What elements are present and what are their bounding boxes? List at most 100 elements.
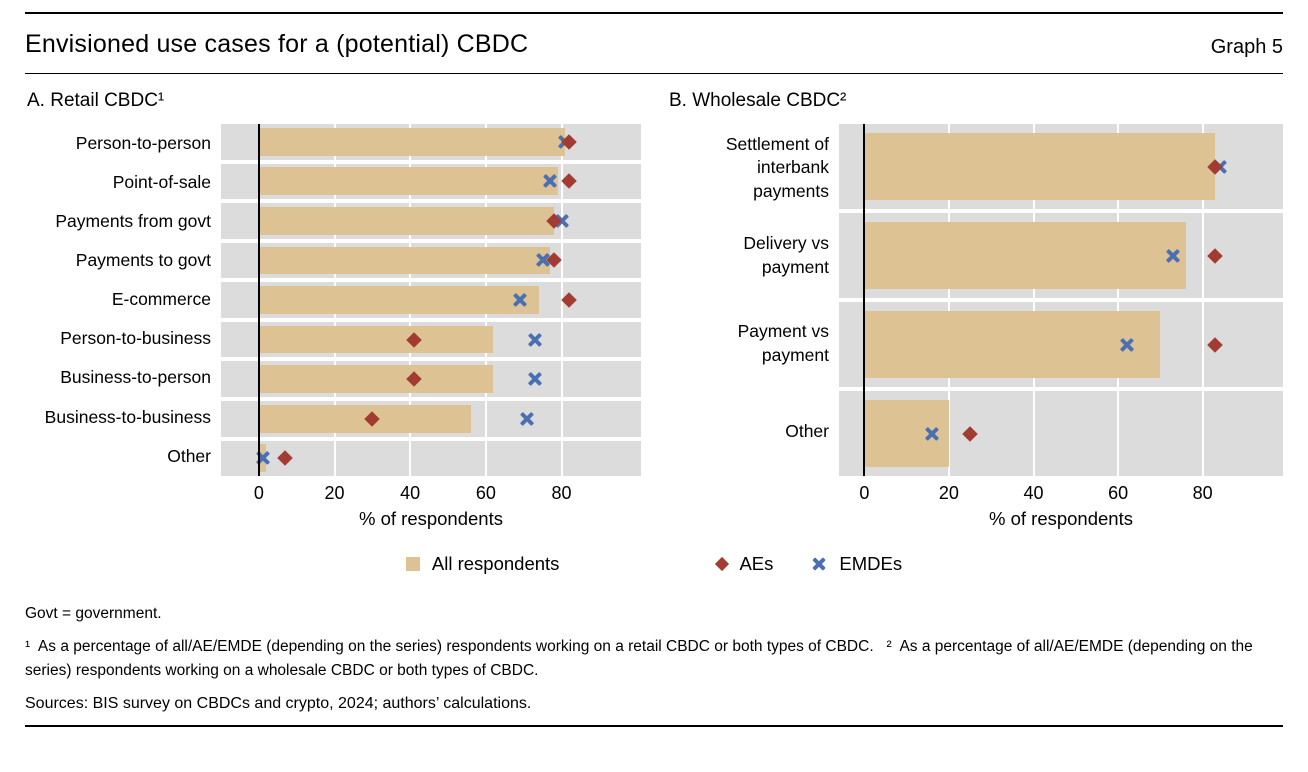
category-label: Settlement of interbank payments (725, 133, 829, 201)
bar-row (839, 213, 1283, 302)
header-rule (25, 72, 1283, 74)
panel-retail-cbdc: A. Retail CBDC¹ Person-to-person Point-of… (25, 90, 641, 530)
bar-row (221, 164, 641, 204)
page-title: Envisioned use cases for a (potential) C… (25, 29, 529, 58)
bar-rows (221, 124, 641, 476)
category-label: Other (785, 421, 829, 442)
bar-row (839, 391, 1283, 476)
bar-all-respondents (258, 207, 554, 235)
bar-row (839, 302, 1283, 391)
category-label: Person-to-person (75, 132, 211, 153)
bar-row (221, 203, 641, 243)
cross-swatch-icon (811, 556, 827, 572)
panel-b-plot (839, 124, 1283, 476)
panel-b-chart: Settlement of interbank payments Delivery… (667, 124, 1283, 476)
marker-emdes (1119, 337, 1135, 353)
category-label: Payments from govt (55, 210, 211, 231)
x-tick-label-0: 0 (253, 483, 264, 503)
marker-aes (1207, 247, 1224, 264)
panel-b-x-axis: 0 20 40 60 80 (667, 476, 1283, 506)
x-tick-label-60: 60 (1108, 483, 1129, 503)
top-rule (25, 12, 1283, 14)
bar-all-respondents (258, 286, 539, 314)
category-label: E-commerce (111, 289, 211, 310)
legend-item-aes: AEs (715, 553, 774, 575)
bar-swatch-icon (405, 557, 420, 571)
panel-a-x-ticks: 0 20 40 60 80 (221, 476, 641, 506)
marker-emdes (512, 292, 528, 308)
x-tick-label-60: 60 (475, 483, 496, 503)
bar-row (221, 361, 641, 401)
x-tick-label-80: 80 (1192, 483, 1213, 503)
axis-spacer (667, 506, 839, 530)
bar-row (221, 441, 641, 477)
marker-aes (277, 450, 294, 467)
category-label: Payments to govt (75, 250, 211, 271)
panel-b-x-ticks: 0 20 40 60 80 (839, 476, 1283, 506)
axis-spacer (25, 476, 221, 506)
bar-all-respondents (258, 167, 558, 196)
bar-all-respondents (864, 133, 1216, 200)
footnotes: Govt = government. ¹ As a percentage of … (25, 602, 1283, 716)
diamond-swatch-icon (715, 556, 730, 572)
x-tick-label-40: 40 (1023, 483, 1044, 503)
panel-b-category-labels: Settlement of interbank payments Delivery… (667, 124, 839, 476)
panel-a-x-title-row: % of respondents (25, 506, 641, 530)
axis-spacer (25, 506, 221, 530)
panel-b-x-title-row: % of respondents (667, 506, 1283, 530)
header: Envisioned use cases for a (potential) C… (25, 14, 1283, 73)
bar-row (221, 243, 641, 283)
x-tick-label-40: 40 (400, 483, 421, 503)
panel-b-x-axis-title: % of respondents (989, 508, 1133, 529)
marker-emdes (527, 332, 543, 348)
legend-label-all-respondents: All respondents (431, 553, 560, 574)
category-label: Payment vs payment (737, 321, 829, 365)
legend-label-aes: AEs (739, 553, 774, 574)
marker-aes (561, 292, 577, 308)
bar-row (221, 282, 641, 322)
category-label: Business-to-person (60, 367, 211, 388)
bar-all-respondents (864, 222, 1186, 289)
bar-row (221, 401, 641, 441)
bar-all-respondents (258, 246, 551, 275)
bottom-rule (25, 724, 1283, 727)
marker-emdes (542, 173, 558, 189)
x-tick-label-0: 0 (859, 483, 870, 503)
graph-number: Graph 5 (1210, 35, 1283, 58)
legend-item-emdes: EMDEs (811, 553, 902, 575)
panels-row: A. Retail CBDC¹ Person-to-person Point-of… (25, 90, 1283, 530)
panel-a-title: A. Retail CBDC¹ (27, 90, 165, 111)
category-label: Other (167, 445, 211, 466)
panel-a-x-axis-title: % of respondents (359, 508, 503, 529)
axis-spacer (667, 476, 839, 506)
legend: All respondents AEs EMDEs (25, 552, 1283, 576)
bar-row (839, 124, 1283, 213)
bar-all-respondents (258, 325, 494, 354)
panel-a-x-axis: 0 20 40 60 80 (25, 476, 641, 506)
panel-a-category-labels: Person-to-person Point-of-sale Payments fr… (25, 124, 221, 476)
bar-all-respondents (258, 365, 494, 394)
bar-rows (839, 124, 1283, 476)
bar-all-respondents (258, 127, 566, 156)
footnote-sources: Sources: BIS survey on CBDCs and crypto,… (25, 694, 532, 712)
footnote-abbrev: Govt = government. (25, 605, 162, 622)
marker-emdes (924, 426, 940, 442)
legend-label-emdes: EMDEs (839, 553, 903, 574)
panel-b-title: B. Wholesale CBDC² (669, 90, 847, 111)
panel-a-plot (221, 124, 641, 476)
marker-aes (561, 173, 577, 190)
marker-emdes (1165, 248, 1181, 264)
category-label: Delivery vs payment (743, 233, 829, 277)
marker-emdes (519, 411, 535, 427)
bar-row (221, 124, 641, 164)
zero-axis-line (863, 124, 866, 476)
marker-aes (1207, 336, 1224, 353)
footnote-note: ¹ As a percentage of all/AE/EMDE (depend… (25, 638, 1258, 679)
panel-a-chart: Person-to-person Point-of-sale Payments fr… (25, 124, 641, 476)
marker-aes (962, 425, 978, 442)
x-tick-label-20: 20 (938, 483, 959, 503)
bar-all-respondents (864, 311, 1161, 378)
category-label: Business-to-business (44, 406, 211, 427)
zero-axis-line (257, 124, 260, 476)
